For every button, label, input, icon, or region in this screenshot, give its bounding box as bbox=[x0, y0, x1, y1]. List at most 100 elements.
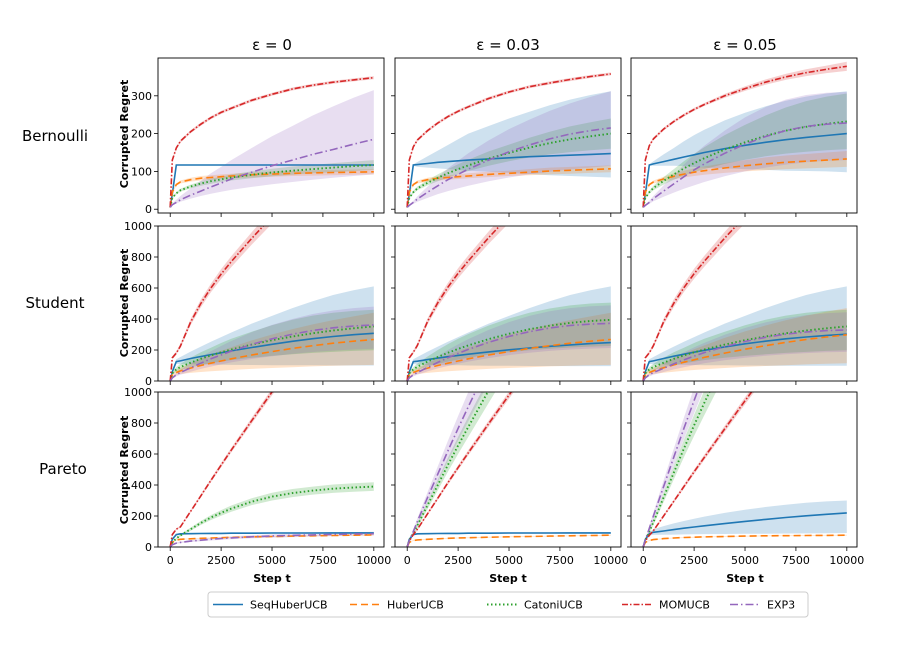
line-momucb-student-1 bbox=[169, 226, 265, 381]
line-catoniucb-pareto-2 bbox=[406, 392, 489, 547]
x-tick-label-pareto-1-10000: 10000 bbox=[356, 554, 391, 567]
line-seqhuberucb-pareto-2 bbox=[406, 532, 611, 547]
x-tick-label-pareto-3-7500: 7500 bbox=[782, 554, 810, 567]
y-tick-label-student-1-800: 800 bbox=[131, 251, 152, 264]
line-catoniucb-pareto-1 bbox=[169, 485, 374, 547]
legend-label-huberucb: HuberUCB bbox=[387, 599, 444, 612]
row-label-bernoulli: Bernoulli bbox=[22, 127, 88, 145]
line-exp3-student-1 bbox=[169, 324, 374, 381]
x-tick-label-pareto-2-5000: 5000 bbox=[495, 554, 523, 567]
band-huberucb-pareto-1 bbox=[170, 534, 374, 547]
line-huberucb-student-1 bbox=[169, 338, 374, 381]
x-tick-label-pareto-1-7500: 7500 bbox=[309, 554, 337, 567]
line-momucb-student-2 bbox=[406, 226, 501, 381]
band-seqhuberucb-pareto-3 bbox=[643, 500, 847, 547]
y-tick-label-pareto-1-400: 400 bbox=[131, 479, 152, 492]
x-tick-label-pareto-1-0: 0 bbox=[167, 554, 174, 567]
line-catoniucb-student-2 bbox=[406, 318, 611, 381]
line-huberucb-bernoulli-1 bbox=[169, 171, 374, 208]
band-exp3-bernoulli-2 bbox=[407, 91, 611, 208]
line-momucb-student-3 bbox=[642, 226, 738, 381]
x-tick-label-pareto-2-10000: 10000 bbox=[593, 554, 628, 567]
band-exp3-student-2 bbox=[407, 305, 611, 381]
band-seqhuberucb-student-1 bbox=[170, 286, 374, 381]
legend: SeqHuberUCB HuberUCB CatoniUCB MOMUCB EXP3 bbox=[207, 591, 809, 618]
y-tick-label-student-1-1000: 1000 bbox=[124, 220, 152, 233]
band-huberucb-bernoulli-3 bbox=[643, 151, 847, 208]
panel-student-2 bbox=[391, 225, 622, 385]
y-axis-label-row-3: Corrupted Regret bbox=[118, 416, 131, 525]
x-tick-label-pareto-2-0: 0 bbox=[404, 554, 411, 567]
line-momucb-pareto-2 bbox=[406, 392, 513, 547]
line-seqhuberucb-bernoulli-1 bbox=[169, 164, 374, 208]
line-catoniucb-bernoulli-2 bbox=[406, 132, 611, 208]
band-seqhuberucb-student-3 bbox=[643, 286, 847, 381]
panel-frame-pareto-3 bbox=[630, 391, 858, 548]
panel-bernoulli-3 bbox=[627, 57, 858, 217]
panel-frame-pareto-2 bbox=[394, 391, 622, 548]
panel-student-1: 0 200 400 600 800 1000 bbox=[124, 220, 385, 388]
line-momucb-pareto-3 bbox=[642, 392, 753, 547]
legend-label-exp3: EXP3 bbox=[767, 599, 795, 612]
y-tick-label-pareto-1-600: 600 bbox=[131, 448, 152, 461]
band-seqhuberucb-bernoulli-2 bbox=[407, 91, 611, 208]
panel-bernoulli-1: 0 100 200 300 bbox=[131, 57, 385, 217]
y-tick-label-bernoulli-1-100: 100 bbox=[131, 165, 152, 178]
y-tick-label-pareto-1-0: 0 bbox=[145, 541, 152, 554]
y-tick-label-pareto-1-1000: 1000 bbox=[124, 386, 152, 399]
panel-frame-student-3 bbox=[630, 225, 858, 382]
line-huberucb-pareto-3 bbox=[642, 534, 847, 547]
column-title-eps-0.05: ε = 0.05 bbox=[713, 36, 777, 54]
panel-frame-bernoulli-2 bbox=[394, 57, 622, 214]
x-axis-label-col-2: Step t bbox=[489, 572, 527, 585]
line-seqhuberucb-student-1 bbox=[169, 332, 374, 381]
x-axis-label-col-3: Step t bbox=[726, 572, 764, 585]
panel-frame-pareto-1 bbox=[157, 391, 385, 548]
line-huberucb-bernoulli-2 bbox=[406, 168, 611, 208]
band-exp3-bernoulli-1 bbox=[170, 90, 374, 208]
y-tick-label-pareto-1-800: 800 bbox=[131, 417, 152, 430]
panel-frame-bernoulli-1 bbox=[157, 57, 385, 214]
y-tick-label-bernoulli-1-0: 0 bbox=[145, 203, 152, 216]
line-catoniucb-pareto-3 bbox=[642, 392, 711, 547]
panel-frame-student-2 bbox=[394, 225, 622, 382]
y-tick-label-student-1-600: 600 bbox=[131, 282, 152, 295]
x-tick-label-pareto-3-2500: 2500 bbox=[680, 554, 708, 567]
band-catoniucb-pareto-1 bbox=[170, 482, 374, 547]
row-label-pareto: Pareto bbox=[39, 460, 87, 478]
band-catoniucb-student-1 bbox=[170, 309, 374, 381]
line-huberucb-student-3 bbox=[642, 334, 847, 381]
x-tick-label-pareto-1-2500: 2500 bbox=[207, 554, 235, 567]
line-exp3-pareto-2 bbox=[406, 392, 477, 547]
band-huberucb-student-2 bbox=[407, 312, 611, 381]
line-seqhuberucb-student-3 bbox=[642, 333, 847, 381]
y-tick-label-bernoulli-1-200: 200 bbox=[131, 128, 152, 141]
line-exp3-pareto-1 bbox=[169, 532, 374, 547]
band-catoniucb-student-2 bbox=[407, 302, 611, 381]
panel-pareto-3: 0 2500 5000 7500 10000 bbox=[627, 391, 864, 567]
x-tick-label-pareto-3-0: 0 bbox=[640, 554, 647, 567]
x-tick-label-pareto-2-2500: 2500 bbox=[444, 554, 472, 567]
legend-label-seqhuberucb: SeqHuberUCB bbox=[250, 599, 328, 612]
line-seqhuberucb-bernoulli-3 bbox=[642, 132, 847, 208]
band-exp3-student-3 bbox=[643, 312, 847, 381]
panel-bernoulli-2 bbox=[391, 57, 622, 217]
line-momucb-bernoulli-1 bbox=[169, 76, 374, 208]
line-exp3-bernoulli-3 bbox=[642, 122, 847, 208]
band-catoniucb-bernoulli-3 bbox=[643, 93, 847, 208]
line-huberucb-pareto-2 bbox=[406, 534, 611, 547]
x-tick-label-pareto-2-7500: 7500 bbox=[546, 554, 574, 567]
y-tick-label-bernoulli-1-300: 300 bbox=[131, 90, 152, 103]
line-exp3-student-2 bbox=[406, 322, 611, 381]
line-exp3-student-3 bbox=[642, 329, 847, 381]
legend-label-momucb: MOMUCB bbox=[659, 599, 710, 612]
y-tick-label-pareto-1-200: 200 bbox=[131, 510, 152, 523]
panel-pareto-2: 0 2500 5000 7500 10000 bbox=[391, 391, 628, 567]
line-seqhuberucb-pareto-1 bbox=[169, 532, 374, 547]
line-seqhuberucb-student-2 bbox=[406, 341, 611, 381]
line-momucb-pareto-1 bbox=[169, 392, 273, 547]
line-momucb-bernoulli-3 bbox=[642, 65, 847, 208]
x-tick-label-pareto-3-10000: 10000 bbox=[829, 554, 864, 567]
